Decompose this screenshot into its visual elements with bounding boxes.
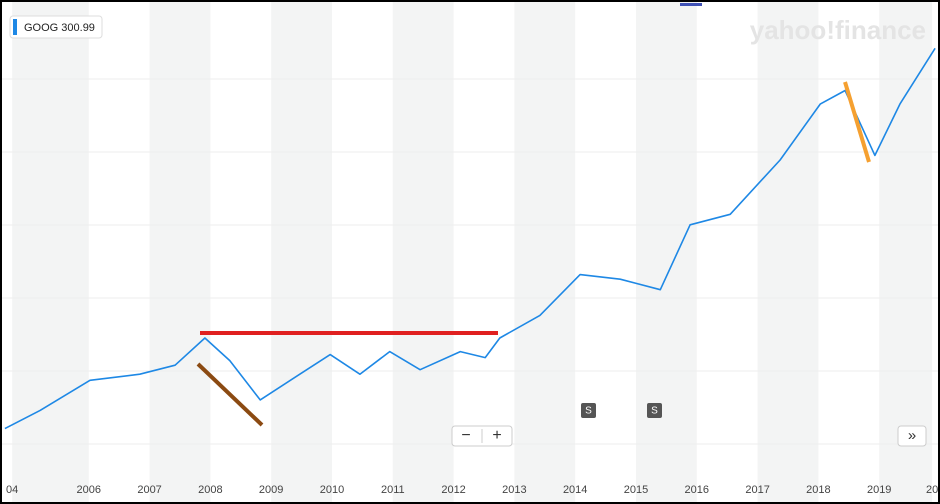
year-band: [271, 0, 332, 504]
trend-line: [196, 362, 264, 427]
x-tick-label: 2009: [259, 484, 283, 496]
zoom-control[interactable]: − +: [451, 425, 513, 447]
year-band: [392, 0, 454, 504]
event-marker[interactable]: S: [647, 403, 662, 418]
x-tick-label: 2010: [320, 484, 344, 496]
year-band: [757, 0, 819, 504]
x-tick-label: 2015: [624, 484, 648, 496]
price-line: [4, 47, 936, 430]
x-tick-label: 2017: [745, 484, 769, 496]
zoom-out[interactable]: −: [461, 427, 470, 444]
x-tick-label: 2014: [563, 484, 587, 496]
x-tick-label: 2007: [137, 484, 161, 496]
year-band: [149, 0, 211, 504]
expand-button[interactable]: »: [897, 425, 927, 447]
trend-line: [843, 81, 871, 163]
year-band: [514, 0, 576, 504]
x-tick-label: 2008: [198, 484, 222, 496]
x-tick-label: 2012: [441, 484, 465, 496]
year-band: [879, 0, 933, 504]
legend-label: GOOG 300.99: [24, 22, 95, 34]
x-tick-label: 2011: [381, 484, 405, 496]
x-tick-label: 04: [6, 484, 18, 496]
x-tick-label: 2018: [806, 484, 830, 496]
brand-logo: yahoo!finance: [750, 15, 926, 45]
event-marker[interactable]: S: [581, 403, 596, 418]
x-tick-label: 2016: [685, 484, 709, 496]
event-label[interactable]: S: [585, 406, 592, 417]
expand-label[interactable]: »: [908, 427, 916, 444]
legend: GOOG 300.99: [9, 15, 103, 39]
year-band: [635, 0, 697, 504]
x-tick-label: 2013: [502, 484, 526, 496]
indicator: [680, 3, 702, 6]
x-tick-label: 2006: [77, 484, 101, 496]
x-tick-label: 2019: [867, 484, 891, 496]
event-label[interactable]: S: [651, 406, 658, 417]
zoom-in[interactable]: +: [492, 427, 501, 444]
x-tick-label: 20: [926, 484, 938, 496]
year-band: [12, 0, 89, 504]
